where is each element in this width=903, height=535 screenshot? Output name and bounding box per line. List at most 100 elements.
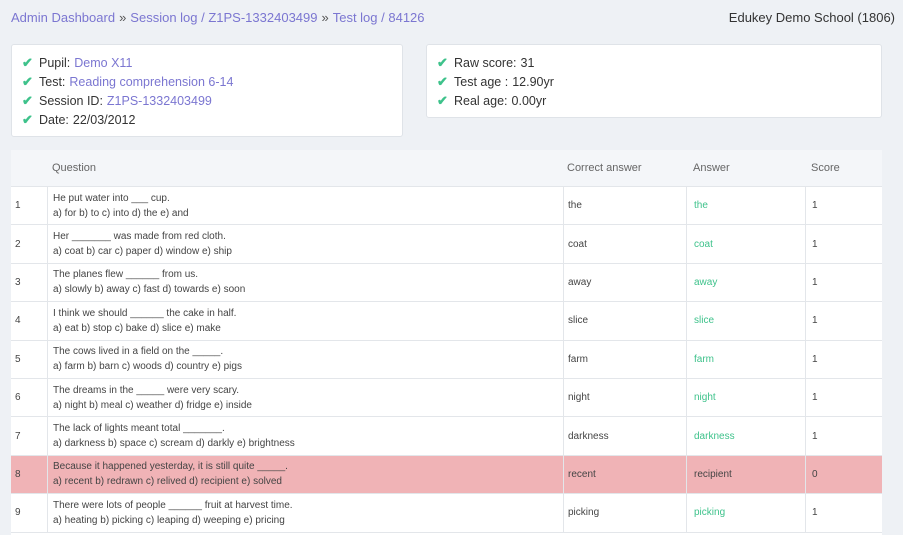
table-body: 1 He put water into ___ cup. a) for b) to …	[11, 187, 882, 533]
question-cell: He put water into ___ cup. a) for b) to c…	[47, 187, 563, 225]
row-number: 9	[15, 507, 21, 519]
session-label: Session ID:	[39, 93, 103, 108]
question-text: The dreams in the _____ were very scary.	[53, 384, 240, 396]
correct-answer-cell: coat	[563, 225, 686, 263]
answer-cell: night	[686, 378, 805, 417]
info-row-pupil: ✔ Pupil: Demo X11	[22, 53, 392, 72]
table-row: 5 The cows lived in a field on the _____.…	[11, 340, 882, 379]
score-info-card: ✔ Raw score: 31 ✔ Test age : 12.90yr ✔ R…	[426, 44, 882, 118]
real-age-label: Real age:	[454, 93, 508, 108]
correct-answer-cell: slice	[563, 302, 686, 340]
top-bar: Admin Dashboard » Session log / Z1PS-133…	[11, 8, 895, 26]
header-correct-answer: Correct answer	[567, 162, 642, 174]
correct-answer-cell: recent	[563, 455, 686, 494]
correct-answer-cell: darkness	[563, 417, 686, 455]
question-options: a) night b) meal c) weather d) fridge e)…	[53, 399, 252, 411]
session-link[interactable]: Z1PS-1332403499	[106, 93, 212, 108]
answer-cell: slice	[686, 302, 805, 340]
question-cell: Because it happened yesterday, it is sti…	[47, 455, 563, 494]
raw-score-label: Raw score:	[454, 55, 517, 70]
raw-score-value: 31	[520, 55, 535, 70]
check-icon: ✔	[22, 54, 33, 70]
row-number: 2	[15, 238, 21, 250]
answer-cell: coat	[686, 225, 805, 263]
info-row-real-age: ✔ Real age: 0.00yr	[437, 91, 871, 110]
question-text: The lack of lights meant total _______.	[53, 423, 225, 435]
answer-cell: darkness	[686, 417, 805, 455]
question-text: I think we should ______ the cake in hal…	[53, 307, 237, 319]
check-icon: ✔	[437, 92, 448, 108]
results-table: Question Correct answer Answer Score 1 He…	[11, 150, 882, 535]
test-link[interactable]: Reading comprehension 6-14	[69, 74, 234, 89]
header-answer: Answer	[693, 162, 730, 174]
score-cell: 1	[805, 225, 882, 263]
answer-cell: recipient	[686, 455, 805, 494]
score-cell: 1	[805, 417, 882, 455]
table-header: Question Correct answer Answer Score	[11, 150, 882, 187]
breadcrumb-separator: »	[321, 9, 329, 25]
breadcrumb: Admin Dashboard » Session log / Z1PS-133…	[11, 10, 425, 25]
question-text: There were lots of people ______ fruit a…	[53, 499, 293, 511]
question-cell: I think we should ______ the cake in hal…	[47, 302, 563, 340]
test-label: Test:	[39, 74, 66, 89]
question-options: a) for b) to c) into d) the e) and	[53, 207, 189, 219]
pupil-link[interactable]: Demo X11	[74, 55, 133, 70]
breadcrumb-session-log[interactable]: Session log / Z1PS-1332403499	[130, 9, 318, 25]
pupil-info-card: ✔ Pupil: Demo X11 ✔ Test: Reading compre…	[11, 44, 403, 137]
question-options: a) recent b) redrawn c) relived d) recip…	[53, 476, 282, 488]
pupil-label: Pupil:	[39, 55, 71, 70]
table-row: 7 The lack of lights meant total _______.…	[11, 417, 882, 456]
correct-answer-cell: picking	[563, 494, 686, 532]
question-options: a) farm b) barn c) woods d) country e) p…	[53, 361, 242, 373]
check-icon: ✔	[22, 73, 33, 89]
question-text: He put water into ___ cup.	[53, 192, 170, 204]
question-cell: The lack of lights meant total _______. a…	[47, 417, 563, 455]
score-cell: 1	[805, 494, 882, 532]
row-number: 8	[15, 468, 21, 480]
question-text: Her _______ was made from red cloth.	[53, 231, 226, 243]
question-options: a) eat b) stop c) bake d) slice e) make	[53, 322, 221, 334]
table-row: 9 There were lots of people ______ fruit …	[11, 494, 882, 533]
question-options: a) slowly b) away c) fast d) towards e) …	[53, 284, 246, 296]
question-text: The planes flew ______ from us.	[53, 269, 199, 281]
check-icon: ✔	[22, 92, 33, 108]
score-cell: 1	[805, 263, 882, 302]
score-cell: 1	[805, 340, 882, 378]
row-number: 7	[15, 430, 21, 442]
info-row-session: ✔ Session ID: Z1PS-1332403499	[22, 91, 392, 110]
info-row-date: ✔ Date: 22/03/2012	[22, 110, 392, 129]
score-cell: 1	[805, 187, 882, 225]
score-cell: 1	[805, 378, 882, 417]
check-icon: ✔	[22, 111, 33, 127]
question-text: Because it happened yesterday, it is sti…	[53, 461, 288, 473]
header-score: Score	[811, 162, 840, 174]
row-number: 4	[15, 315, 21, 327]
info-row-raw-score: ✔ Raw score: 31	[437, 53, 871, 72]
check-icon: ✔	[437, 54, 448, 70]
correct-answer-cell: night	[563, 378, 686, 417]
answer-cell: the	[686, 187, 805, 225]
date-label: Date:	[39, 112, 69, 127]
row-number: 3	[15, 276, 21, 288]
school-name: Edukey Demo School (1806)	[728, 9, 895, 25]
question-options: a) heating b) picking c) leaping d) weep…	[53, 514, 285, 526]
test-age-label: Test age :	[454, 74, 509, 89]
score-cell: 1	[805, 302, 882, 340]
correct-answer-cell: the	[563, 187, 686, 225]
info-row-test: ✔ Test: Reading comprehension 6-14	[22, 72, 392, 91]
correct-answer-cell: farm	[563, 340, 686, 378]
answer-cell: farm	[686, 340, 805, 378]
check-icon: ✔	[437, 73, 448, 89]
row-number: 6	[15, 392, 21, 404]
question-cell: The dreams in the _____ were very scary.…	[47, 378, 563, 417]
test-age-value: 12.90yr	[512, 74, 554, 89]
table-row: 1 He put water into ___ cup. a) for b) to …	[11, 187, 882, 226]
question-cell: The planes flew ______ from us. a) slowly…	[47, 263, 563, 302]
breadcrumb-admin-dashboard[interactable]: Admin Dashboard	[11, 9, 116, 25]
answer-cell: away	[686, 263, 805, 302]
table-row: 4 I think we should ______ the cake in ha…	[11, 302, 882, 341]
breadcrumb-test-log[interactable]: Test log / 84126	[332, 9, 425, 25]
question-text: The cows lived in a field on the _____.	[53, 346, 224, 358]
table-row: 3 The planes flew ______ from us. a) slowl…	[11, 263, 882, 303]
correct-answer-cell: away	[563, 263, 686, 302]
